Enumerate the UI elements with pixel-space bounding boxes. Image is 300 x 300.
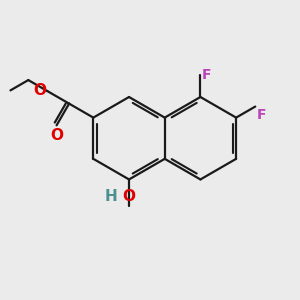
Text: H: H [105,189,118,204]
Text: O: O [33,83,46,98]
Text: O: O [51,128,64,143]
Text: F: F [202,68,212,82]
Text: F: F [257,108,266,122]
Text: O: O [122,189,136,204]
